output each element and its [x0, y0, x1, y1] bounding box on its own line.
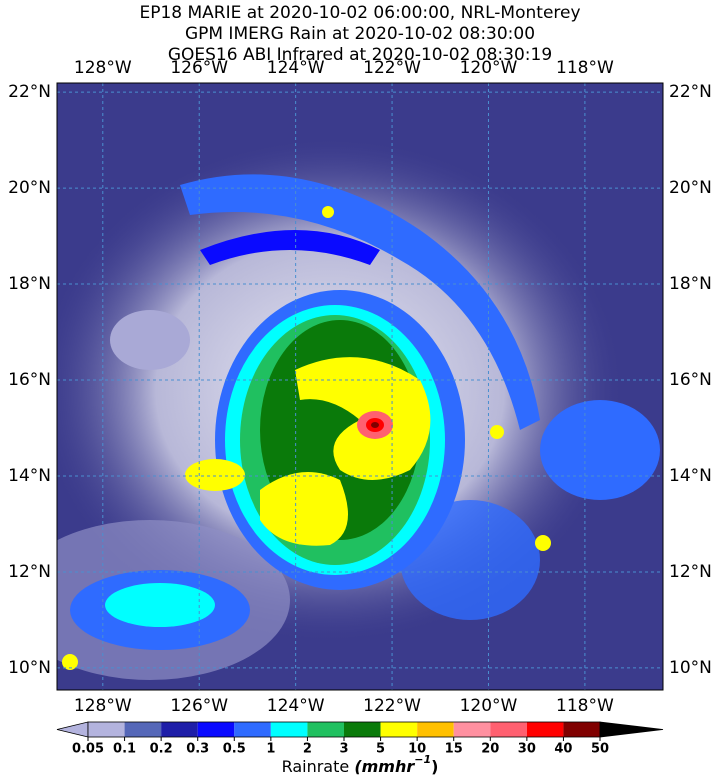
lat-label: 16°N [8, 370, 51, 390]
lon-label: 122°W [363, 58, 421, 78]
colorbar-tick-label: 0.5 [223, 742, 246, 757]
lon-label: 126°W [170, 696, 228, 716]
lon-label: 128°W [74, 58, 132, 78]
lon-label: 124°W [267, 696, 325, 716]
lat-label: 14°N [8, 466, 51, 486]
colorbar-tick-label: 40 [554, 742, 572, 757]
lat-label: 12°N [669, 562, 712, 582]
title-line: GOES16 ABI Infrared at 2020-10-02 08:30:… [168, 45, 552, 65]
core [185, 459, 245, 491]
colorbar-tick-label: 0.1 [113, 742, 136, 757]
rain-cell [62, 654, 78, 670]
lat-label: 10°N [669, 658, 712, 678]
lon-label: 118°W [556, 58, 614, 78]
rain-cell [105, 583, 215, 627]
lon-label: 120°W [460, 58, 518, 78]
colorbar-swatch [380, 722, 418, 737]
colorbar-swatch [234, 722, 271, 737]
lon-label: 124°W [267, 58, 325, 78]
colorbar-tick-label: 0.3 [186, 742, 209, 757]
colorbar-unit-exponent: −1 [414, 753, 431, 766]
title-line: EP18 MARIE at 2020-10-02 06:00:00, NRL-M… [139, 3, 580, 23]
rain-cell [540, 400, 660, 500]
colorbar-swatch [270, 722, 308, 737]
colorbar-over [599, 721, 664, 738]
colorbar-tick-label: 20 [481, 742, 499, 757]
map-frame [56, 82, 664, 691]
colorbar-tick-label: 2 [303, 742, 312, 757]
colorbar-swatch [490, 722, 527, 737]
colorbar-swatch [417, 722, 454, 737]
colorbar-label-text: Rainrate [282, 757, 350, 776]
colorbar-under [56, 721, 89, 738]
lat-label: 14°N [669, 466, 712, 486]
lat-label: 18°N [8, 274, 51, 294]
colorbar-tick-label: 1 [266, 742, 275, 757]
colorbar-swatch [88, 722, 125, 737]
colorbar-swatch [197, 722, 235, 737]
colorbar-tick-label: 0.05 [72, 742, 104, 757]
rain-cell [490, 425, 504, 439]
colorbar-tick-label: 5 [376, 742, 385, 757]
lat-label: 22°N [669, 82, 712, 102]
lat-label: 16°N [669, 370, 712, 390]
colorbar-tick-label: 3 [339, 742, 348, 757]
colorbar-tick-label: 10 [408, 742, 426, 757]
rain-cell [322, 206, 334, 218]
colorbar-swatch [453, 722, 491, 737]
colorbar-tick-label: 0.2 [150, 742, 173, 757]
title-line: GPM IMERG Rain at 2020-10-02 08:30:00 [185, 24, 535, 44]
colorbar-swatch [161, 722, 198, 737]
lat-label: 22°N [8, 82, 51, 102]
rain-band [180, 174, 540, 430]
core [371, 422, 379, 428]
satellite-image [57, 83, 663, 690]
lat-label: 10°N [8, 658, 51, 678]
colorbar-swatch [307, 722, 344, 737]
core [260, 472, 348, 546]
colorbar-swatch [526, 722, 564, 737]
lon-label: 128°W [74, 696, 132, 716]
lat-label: 20°N [669, 178, 712, 198]
colorbar-unit-close: ) [431, 757, 438, 776]
lon-label: 118°W [556, 696, 614, 716]
cloud [110, 310, 190, 370]
colorbar-tick-label: 15 [445, 742, 463, 757]
lon-label: 126°W [170, 58, 228, 78]
colorbar-tick-label: 50 [591, 742, 609, 757]
colorbar-tick-label: 30 [518, 742, 536, 757]
colorbar-swatch [344, 722, 381, 737]
lat-label: 12°N [8, 562, 51, 582]
colorbar-unit: (mmhr [354, 757, 415, 776]
lon-label: 122°W [363, 696, 421, 716]
colorbar-swatch [563, 722, 600, 737]
lon-label: 120°W [460, 696, 518, 716]
graticule [57, 83, 663, 690]
lat-label: 18°N [669, 274, 712, 294]
rain-cell [535, 535, 551, 551]
rain-band [200, 230, 380, 265]
lat-label: 20°N [8, 178, 51, 198]
colorbar-label: Rainrate (mmhr−1) [282, 753, 439, 776]
colorbar-swatch [124, 722, 162, 737]
